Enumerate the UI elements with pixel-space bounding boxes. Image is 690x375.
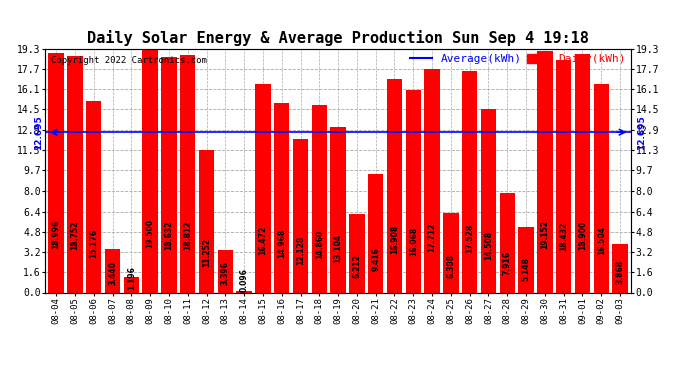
- Text: 19.152: 19.152: [540, 220, 549, 249]
- Bar: [368, 174, 384, 292]
- Text: 17.528: 17.528: [465, 224, 474, 253]
- Bar: [387, 79, 402, 292]
- Bar: [86, 101, 101, 292]
- Text: 6.308: 6.308: [446, 254, 455, 278]
- Title: Daily Solar Energy & Average Production Sun Sep 4 19:18: Daily Solar Energy & Average Production …: [87, 30, 589, 46]
- Text: 17.712: 17.712: [428, 223, 437, 252]
- Text: 5.148: 5.148: [522, 257, 531, 281]
- Text: Copyright 2022 Cartronics.com: Copyright 2022 Cartronics.com: [51, 56, 206, 65]
- Text: 18.812: 18.812: [184, 220, 193, 250]
- Bar: [237, 291, 252, 292]
- Bar: [462, 71, 477, 292]
- Text: 18.996: 18.996: [52, 220, 61, 249]
- Text: 16.472: 16.472: [259, 226, 268, 255]
- Text: 3.396: 3.396: [221, 261, 230, 285]
- Text: 0.096: 0.096: [239, 268, 248, 292]
- Bar: [331, 127, 346, 292]
- Bar: [612, 244, 628, 292]
- Bar: [293, 140, 308, 292]
- Bar: [556, 60, 571, 292]
- Text: 3.868: 3.868: [615, 260, 624, 284]
- Text: 16.908: 16.908: [390, 225, 399, 254]
- Bar: [217, 250, 233, 292]
- Bar: [161, 57, 177, 292]
- Text: 12.695: 12.695: [638, 115, 647, 150]
- Bar: [312, 105, 327, 292]
- Bar: [255, 84, 270, 292]
- Text: 7.916: 7.916: [503, 251, 512, 274]
- Text: 16.068: 16.068: [408, 227, 417, 256]
- Legend: Average(kWh), Daily(kWh): Average(kWh), Daily(kWh): [410, 54, 626, 64]
- Text: 18.432: 18.432: [559, 221, 568, 251]
- Bar: [349, 214, 364, 292]
- Text: 16.504: 16.504: [597, 226, 606, 255]
- Bar: [500, 192, 515, 292]
- Bar: [48, 53, 64, 292]
- Text: 18.752: 18.752: [70, 220, 79, 250]
- Text: 6.212: 6.212: [353, 255, 362, 278]
- Bar: [538, 51, 553, 292]
- Text: 11.252: 11.252: [202, 238, 211, 267]
- Bar: [142, 46, 158, 292]
- Text: 9.416: 9.416: [371, 247, 380, 271]
- Text: 15.176: 15.176: [89, 229, 98, 258]
- Bar: [67, 56, 83, 292]
- Text: 13.104: 13.104: [333, 234, 343, 263]
- Text: 14.508: 14.508: [484, 230, 493, 260]
- Text: 18.632: 18.632: [164, 221, 173, 250]
- Text: 18.900: 18.900: [578, 220, 587, 249]
- Text: 12.695: 12.695: [34, 115, 43, 150]
- Bar: [406, 90, 421, 292]
- Bar: [443, 213, 459, 292]
- Text: 12.128: 12.128: [296, 236, 305, 265]
- Bar: [199, 150, 214, 292]
- Bar: [481, 109, 496, 292]
- Text: 1.196: 1.196: [127, 266, 136, 290]
- Bar: [105, 249, 120, 292]
- Bar: [274, 104, 289, 292]
- Bar: [424, 69, 440, 292]
- Text: 19.500: 19.500: [146, 219, 155, 248]
- Bar: [593, 84, 609, 292]
- Bar: [518, 228, 534, 292]
- Text: 3.440: 3.440: [108, 261, 117, 285]
- Bar: [180, 55, 195, 292]
- Bar: [575, 54, 590, 292]
- Text: 14.860: 14.860: [315, 230, 324, 259]
- Bar: [124, 278, 139, 292]
- Text: 14.968: 14.968: [277, 229, 286, 258]
